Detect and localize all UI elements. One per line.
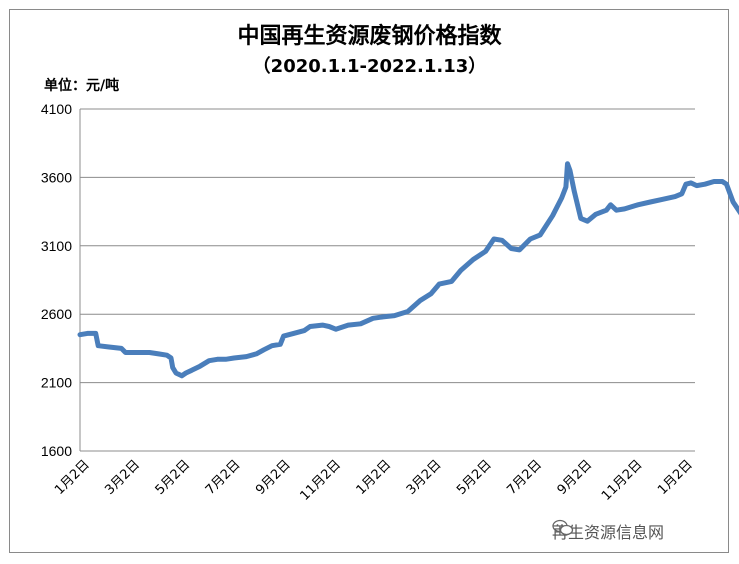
x-tick-label: 5月2日 [153, 457, 194, 498]
x-axis-ticks: 1月2日 3月2日 5月2日 7月2日 9月2日 11月2日 1月2日 3月2日 5月2日 7月2… [52, 457, 696, 504]
y-tick-label: 2100 [41, 375, 72, 391]
y-axis-ticks: 4100 3600 3100 2600 2100 1600 [41, 101, 72, 459]
x-tick-label: 1月2日 [354, 457, 395, 498]
watermark: 再生资源信息网 [552, 519, 664, 543]
series-line [77, 161, 739, 379]
chart-subtitle: （2020.1.1-2022.1.13） [252, 56, 487, 77]
x-tick-label: 11月2日 [298, 457, 345, 504]
x-tick-label: 5月2日 [454, 457, 495, 498]
x-tick-label: 7月2日 [504, 457, 545, 498]
x-tick-label: 3月2日 [404, 457, 445, 498]
watermark-text: 再生资源信息网 [552, 523, 665, 542]
x-tick-label: 1月2日 [655, 457, 696, 498]
x-tick-label: 9月2日 [555, 457, 596, 498]
chart-title: 中国再生资源废钢价格指数 [237, 24, 502, 49]
axes [79, 109, 695, 452]
gridlines [80, 108, 695, 452]
wechat-icon [552, 519, 574, 536]
x-tick-label: 1月2日 [52, 457, 93, 498]
y-tick-label: 1600 [41, 443, 72, 459]
y-tick-label: 3600 [41, 169, 72, 185]
unit-label: 单位：元/吨 [44, 78, 120, 94]
x-tick-label: 9月2日 [253, 457, 294, 498]
chart-frame [9, 9, 729, 553]
y-tick-label: 4100 [41, 101, 72, 117]
x-tick-label: 11月2日 [599, 457, 646, 504]
x-tick-label: 7月2日 [203, 457, 244, 498]
x-tick-label: 3月2日 [102, 457, 143, 498]
y-tick-label: 2600 [41, 306, 72, 322]
y-tick-label: 3100 [41, 238, 72, 254]
series-group [77, 161, 739, 379]
